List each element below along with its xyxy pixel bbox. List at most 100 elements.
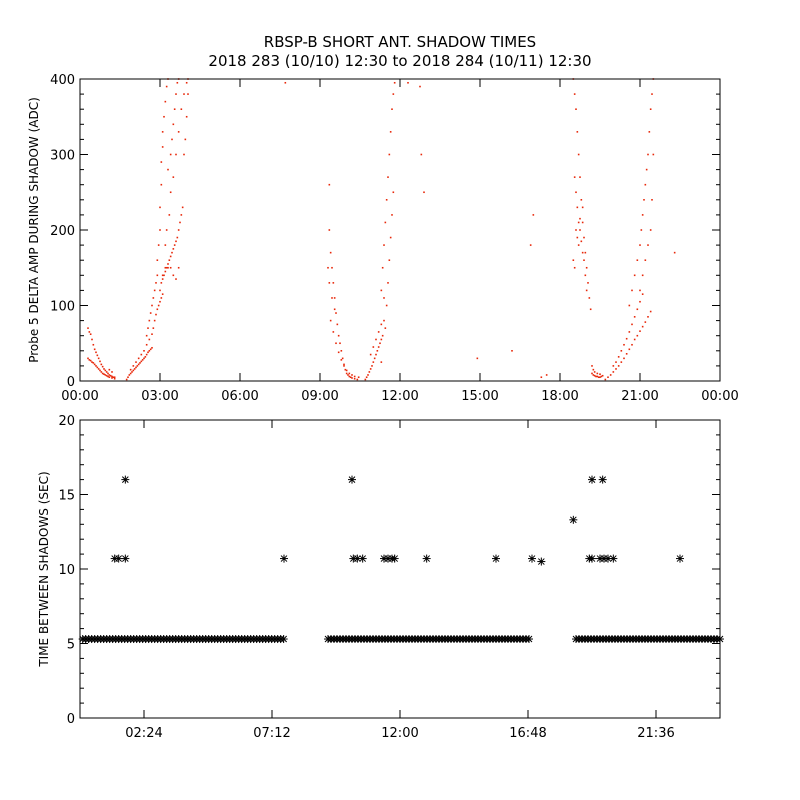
- delta-amp-point: [179, 221, 181, 224]
- shadow-interval-x-tick-label: 02:24: [125, 726, 162, 741]
- delta-amp-point: [164, 100, 167, 103]
- delta-amp-point: [633, 338, 636, 341]
- delta-amp-point: [153, 319, 156, 322]
- delta-amp-point: [139, 362, 141, 364]
- delta-amp-point: [367, 374, 369, 376]
- shadow-interval-point: [390, 554, 399, 563]
- delta-amp-point: [381, 334, 384, 337]
- delta-amp-point: [391, 108, 393, 110]
- delta-amp-point: [335, 312, 337, 314]
- delta-amp-x-tick-label: 06:00: [221, 389, 258, 404]
- delta-amp-point: [144, 356, 147, 358]
- delta-amp-point: [573, 93, 576, 95]
- delta-amp-point: [164, 266, 167, 269]
- delta-amp-point: [583, 259, 585, 261]
- delta-amp-point: [113, 376, 116, 379]
- delta-amp-point: [388, 153, 391, 156]
- delta-amp-point: [147, 351, 149, 354]
- delta-amp-point: [368, 371, 371, 373]
- delta-amp-point: [143, 357, 145, 360]
- delta-amp-point: [171, 138, 173, 141]
- delta-amp-point: [391, 214, 393, 216]
- delta-amp-point: [376, 350, 379, 352]
- delta-amp-point: [108, 374, 111, 376]
- delta-amp-point: [105, 371, 108, 373]
- delta-amp-point: [593, 371, 596, 373]
- delta-amp-point: [97, 357, 100, 360]
- delta-amp-point: [173, 244, 176, 246]
- delta-amp-point: [575, 191, 577, 194]
- delta-amp-point: [167, 168, 169, 171]
- delta-amp-point: [93, 363, 96, 366]
- delta-amp-point: [581, 251, 584, 254]
- delta-amp-point: [108, 376, 111, 379]
- delta-amp-point: [644, 321, 647, 323]
- delta-amp-point: [377, 346, 380, 348]
- delta-amp-point: [113, 377, 116, 380]
- shadow-interval-point: [598, 475, 607, 484]
- delta-amp-point: [577, 244, 580, 246]
- delta-amp-point: [588, 297, 591, 299]
- delta-amp-point: [384, 327, 387, 329]
- delta-amp-point: [577, 221, 580, 224]
- delta-amp-point: [133, 368, 136, 370]
- delta-amp-point: [161, 146, 164, 148]
- delta-amp-point: [623, 357, 625, 360]
- delta-amp-point: [580, 240, 583, 243]
- delta-amp-point: [380, 289, 383, 292]
- delta-amp-point: [585, 266, 588, 269]
- delta-amp-point: [168, 214, 171, 216]
- delta-amp-point: [617, 356, 620, 358]
- delta-amp-y-tick-label: 100: [50, 300, 75, 315]
- delta-amp-point: [356, 378, 359, 381]
- delta-amp-point: [327, 266, 329, 269]
- delta-amp-point: [673, 251, 676, 254]
- delta-amp-point: [407, 81, 409, 84]
- delta-amp-point: [644, 259, 647, 261]
- delta-amp-point: [167, 266, 169, 269]
- delta-amp-point: [176, 81, 179, 84]
- delta-amp-point: [335, 342, 337, 345]
- delta-amp-point: [628, 348, 631, 351]
- delta-amp-point: [164, 244, 167, 246]
- delta-amp-x-tick-label: 00:00: [701, 389, 738, 404]
- delta-amp-point: [169, 255, 172, 258]
- delta-amp-point: [345, 369, 348, 372]
- shadow-interval-baseline-point: [525, 635, 533, 644]
- delta-amp-plot-panel: 00:00 03:00 06:00 09:00 12:00 15:00 18:00 21:00…: [27, 73, 739, 404]
- delta-amp-point: [641, 214, 644, 216]
- delta-amp-point: [169, 153, 172, 156]
- shadow-interval-point: [280, 554, 288, 563]
- delta-amp-point: [380, 338, 383, 341]
- delta-amp-point: [331, 297, 333, 299]
- delta-amp-point: [180, 108, 183, 110]
- time-between-shadows-axis-ticks: 02:24 07:12 12:00 16:48 21:36 0 5 10 15 20: [58, 414, 720, 741]
- shadow-interval-point: [569, 515, 578, 524]
- shadow-interval-point: [358, 554, 367, 563]
- shadow-interval-y-tick-label: 5: [67, 638, 75, 653]
- delta-amp-point: [600, 375, 603, 378]
- delta-amp-point: [159, 206, 161, 209]
- delta-amp-point: [152, 297, 155, 299]
- delta-amp-point: [165, 85, 168, 88]
- delta-amp-point: [89, 333, 92, 335]
- delta-amp-point: [532, 214, 535, 216]
- delta-amp-point: [169, 191, 172, 194]
- delta-amp-point: [95, 365, 97, 367]
- delta-amp-point: [88, 359, 91, 361]
- delta-amp-point: [604, 378, 607, 381]
- delta-amp-point: [340, 350, 343, 352]
- delta-amp-point: [160, 297, 163, 299]
- delta-amp-point: [576, 236, 579, 239]
- delta-amp-point: [148, 350, 151, 352]
- delta-amp-point: [639, 330, 641, 332]
- delta-amp-point: [387, 282, 389, 284]
- delta-amp-point: [128, 374, 131, 376]
- delta-amp-point: [589, 308, 592, 311]
- delta-amp-point: [628, 331, 631, 333]
- delta-amp-point: [343, 363, 345, 366]
- delta-amp-point: [132, 369, 135, 372]
- delta-amp-point: [100, 363, 103, 366]
- delta-amp-point: [176, 236, 179, 239]
